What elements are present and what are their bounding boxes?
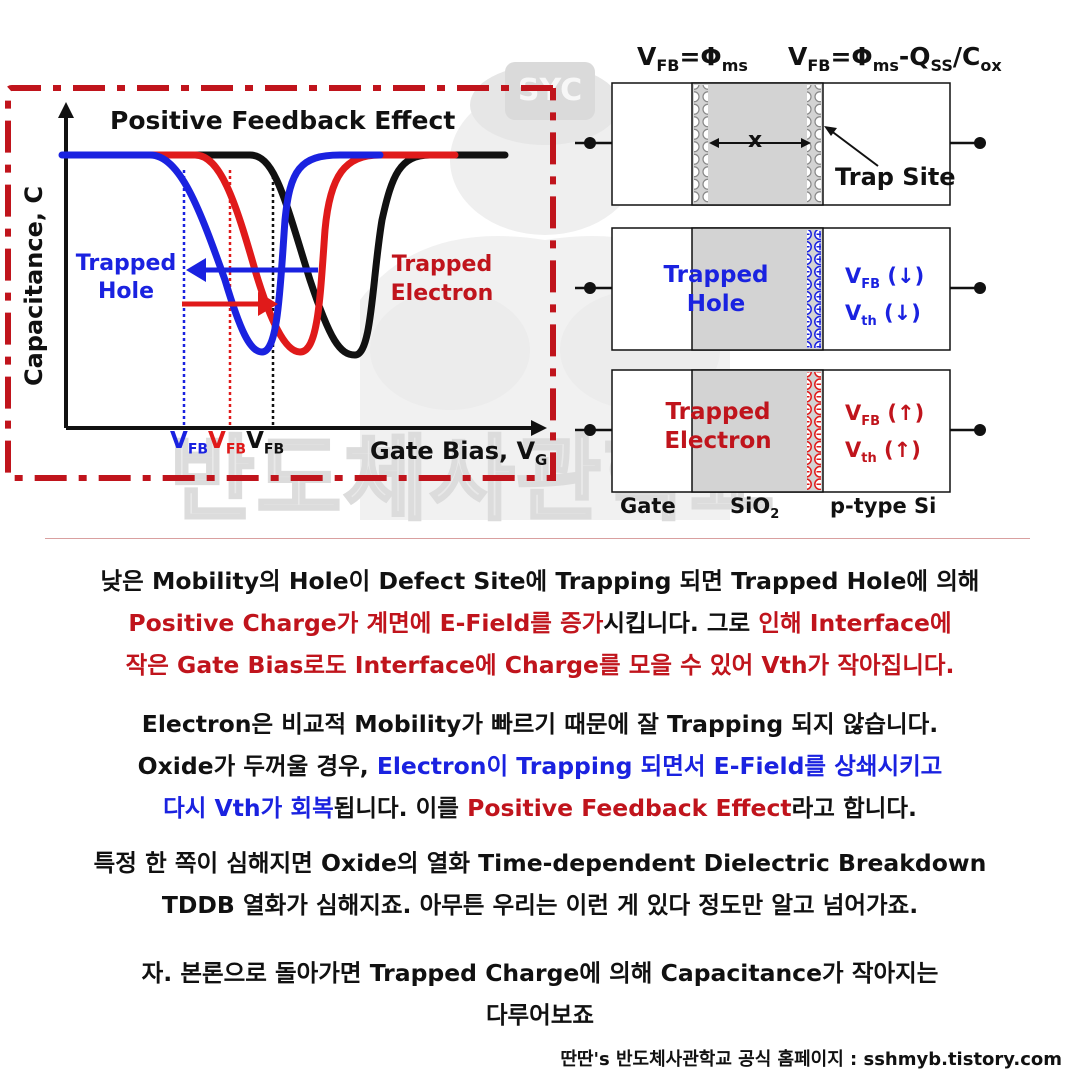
hole-shift-labels: VFB (↓) Vth (↓) (845, 262, 924, 336)
electron-vth-shift: Vth (↑) (845, 438, 921, 467)
paragraph-4-line-2: 다루어보죠 (485, 1001, 595, 1029)
paragraph-3: 특정 한 쪽이 심해지면 Oxide의 열화 Time-dependent Di… (0, 842, 1080, 926)
paragraph-2-line-3: 다시 Vth가 회복됩니다. 이를 Positive Feedback Effe… (163, 794, 917, 822)
box-trapped-electron-label: Trapped Electron (658, 398, 778, 456)
layer-label-substrate: p-type Si (830, 494, 937, 518)
box-trapped-hole-line1: Trapped (663, 262, 769, 288)
separator (45, 538, 1030, 539)
graph-trapped-electron-line1: Trapped (391, 252, 493, 277)
paragraph-2-line-2: Oxide가 두꺼울 경우, Electron이 Trapping 되면서 E-… (137, 752, 943, 780)
graph-trapped-hole-line2: Hole (98, 279, 154, 304)
hole-vth-shift: Vth (↓) (845, 301, 921, 330)
vfb-label-reference: VFB (246, 428, 285, 458)
shift-left-arrow-icon (186, 258, 206, 282)
box-trapped-hole-label: Trapped Hole (662, 261, 770, 319)
cv-curve-reference (106, 151, 509, 359)
cv-curve-electron (101, 151, 459, 356)
paragraph-3-line-2: TDDB 열화가 심해지죠. 아무튼 우리는 이런 게 있다 정도만 알고 넘어… (161, 891, 919, 919)
cv-curve-hole (58, 151, 384, 356)
layer-label-gate: Gate (620, 494, 676, 518)
trap-site-label: Trap Site (835, 163, 956, 191)
header-vfb-ideal: VFB=Φms (637, 42, 748, 75)
paragraph-4-line-1: 자. 본론으로 돌아가면 Trapped Charge에 의해 Capacita… (141, 959, 939, 987)
x-distance-label: x (748, 128, 763, 153)
paragraph-1-line-1: 낮은 Mobility의 Hole이 Defect Site에 Trapping… (100, 567, 980, 595)
hole-vfb-shift: VFB (↓) (845, 264, 925, 293)
graph-trapped-hole-line1: Trapped (75, 251, 177, 276)
header-vfb-real: VFB=Φms-QSS/Cox (788, 42, 1002, 75)
y-axis-arrow-icon (58, 102, 74, 118)
x-axis-label: Gate Bias, VG (370, 437, 548, 469)
cv-graph (5, 85, 556, 481)
electron-vfb-shift: VFB (↑) (845, 401, 925, 430)
mos-box-neutral (575, 82, 986, 206)
layer-label-oxide: SiO2 (730, 494, 780, 523)
paragraph-1-line-3: 작은 Gate Bias로도 Interface에 Charge를 모을 수 있… (125, 651, 955, 679)
box-trapped-hole-line2: Hole (686, 291, 746, 317)
x-axis-arrow-icon (531, 420, 547, 436)
mos-box-electron (575, 369, 986, 493)
shift-right-arrow-icon (258, 292, 278, 316)
vfb-label-hole: VFB (170, 428, 209, 458)
paragraph-3-line-1: 특정 한 쪽이 심해지면 Oxide의 열화 Time-dependent Di… (93, 849, 987, 877)
graph-frame (5, 85, 556, 481)
paragraph-1-line-2: Positive Charge가 계면에 E-Field를 증가시킵니다. 그로… (128, 609, 952, 637)
mos-diagrams (575, 82, 986, 493)
vfb-label-electron: VFB (208, 428, 247, 458)
box-trapped-electron-line2: Electron (664, 428, 772, 454)
box-trapped-electron-line1: Trapped (665, 399, 771, 425)
vfb-labels: VFBVFBVFB (170, 428, 284, 458)
paragraph-2-line-1: Electron은 비교적 Mobility가 빠르기 때문에 잘 Trappi… (141, 710, 939, 738)
graph-trapped-electron-label: Trapped Electron (384, 250, 500, 308)
paragraph-4: 자. 본론으로 돌아가면 Trapped Charge에 의해 Capacita… (0, 952, 1080, 1036)
mos-box-hole (575, 227, 986, 351)
paragraph-1: 낮은 Mobility의 Hole이 Defect Site에 Trapping… (0, 560, 1080, 686)
y-axis-label: Capacitance, C (20, 186, 48, 386)
graph-trapped-hole-label: Trapped Hole (72, 250, 180, 306)
graph-title: Positive Feedback Effect (110, 106, 456, 135)
footer-credit: 딴딴's 반도체사관학교 공식 홈페이지 : sshmyb.tistory.co… (560, 1049, 1062, 1070)
paragraph-2: Electron은 비교적 Mobility가 빠르기 때문에 잘 Trappi… (0, 703, 1080, 829)
graph-trapped-electron-line2: Electron (390, 281, 494, 306)
electron-shift-labels: VFB (↑) Vth (↑) (845, 399, 924, 473)
